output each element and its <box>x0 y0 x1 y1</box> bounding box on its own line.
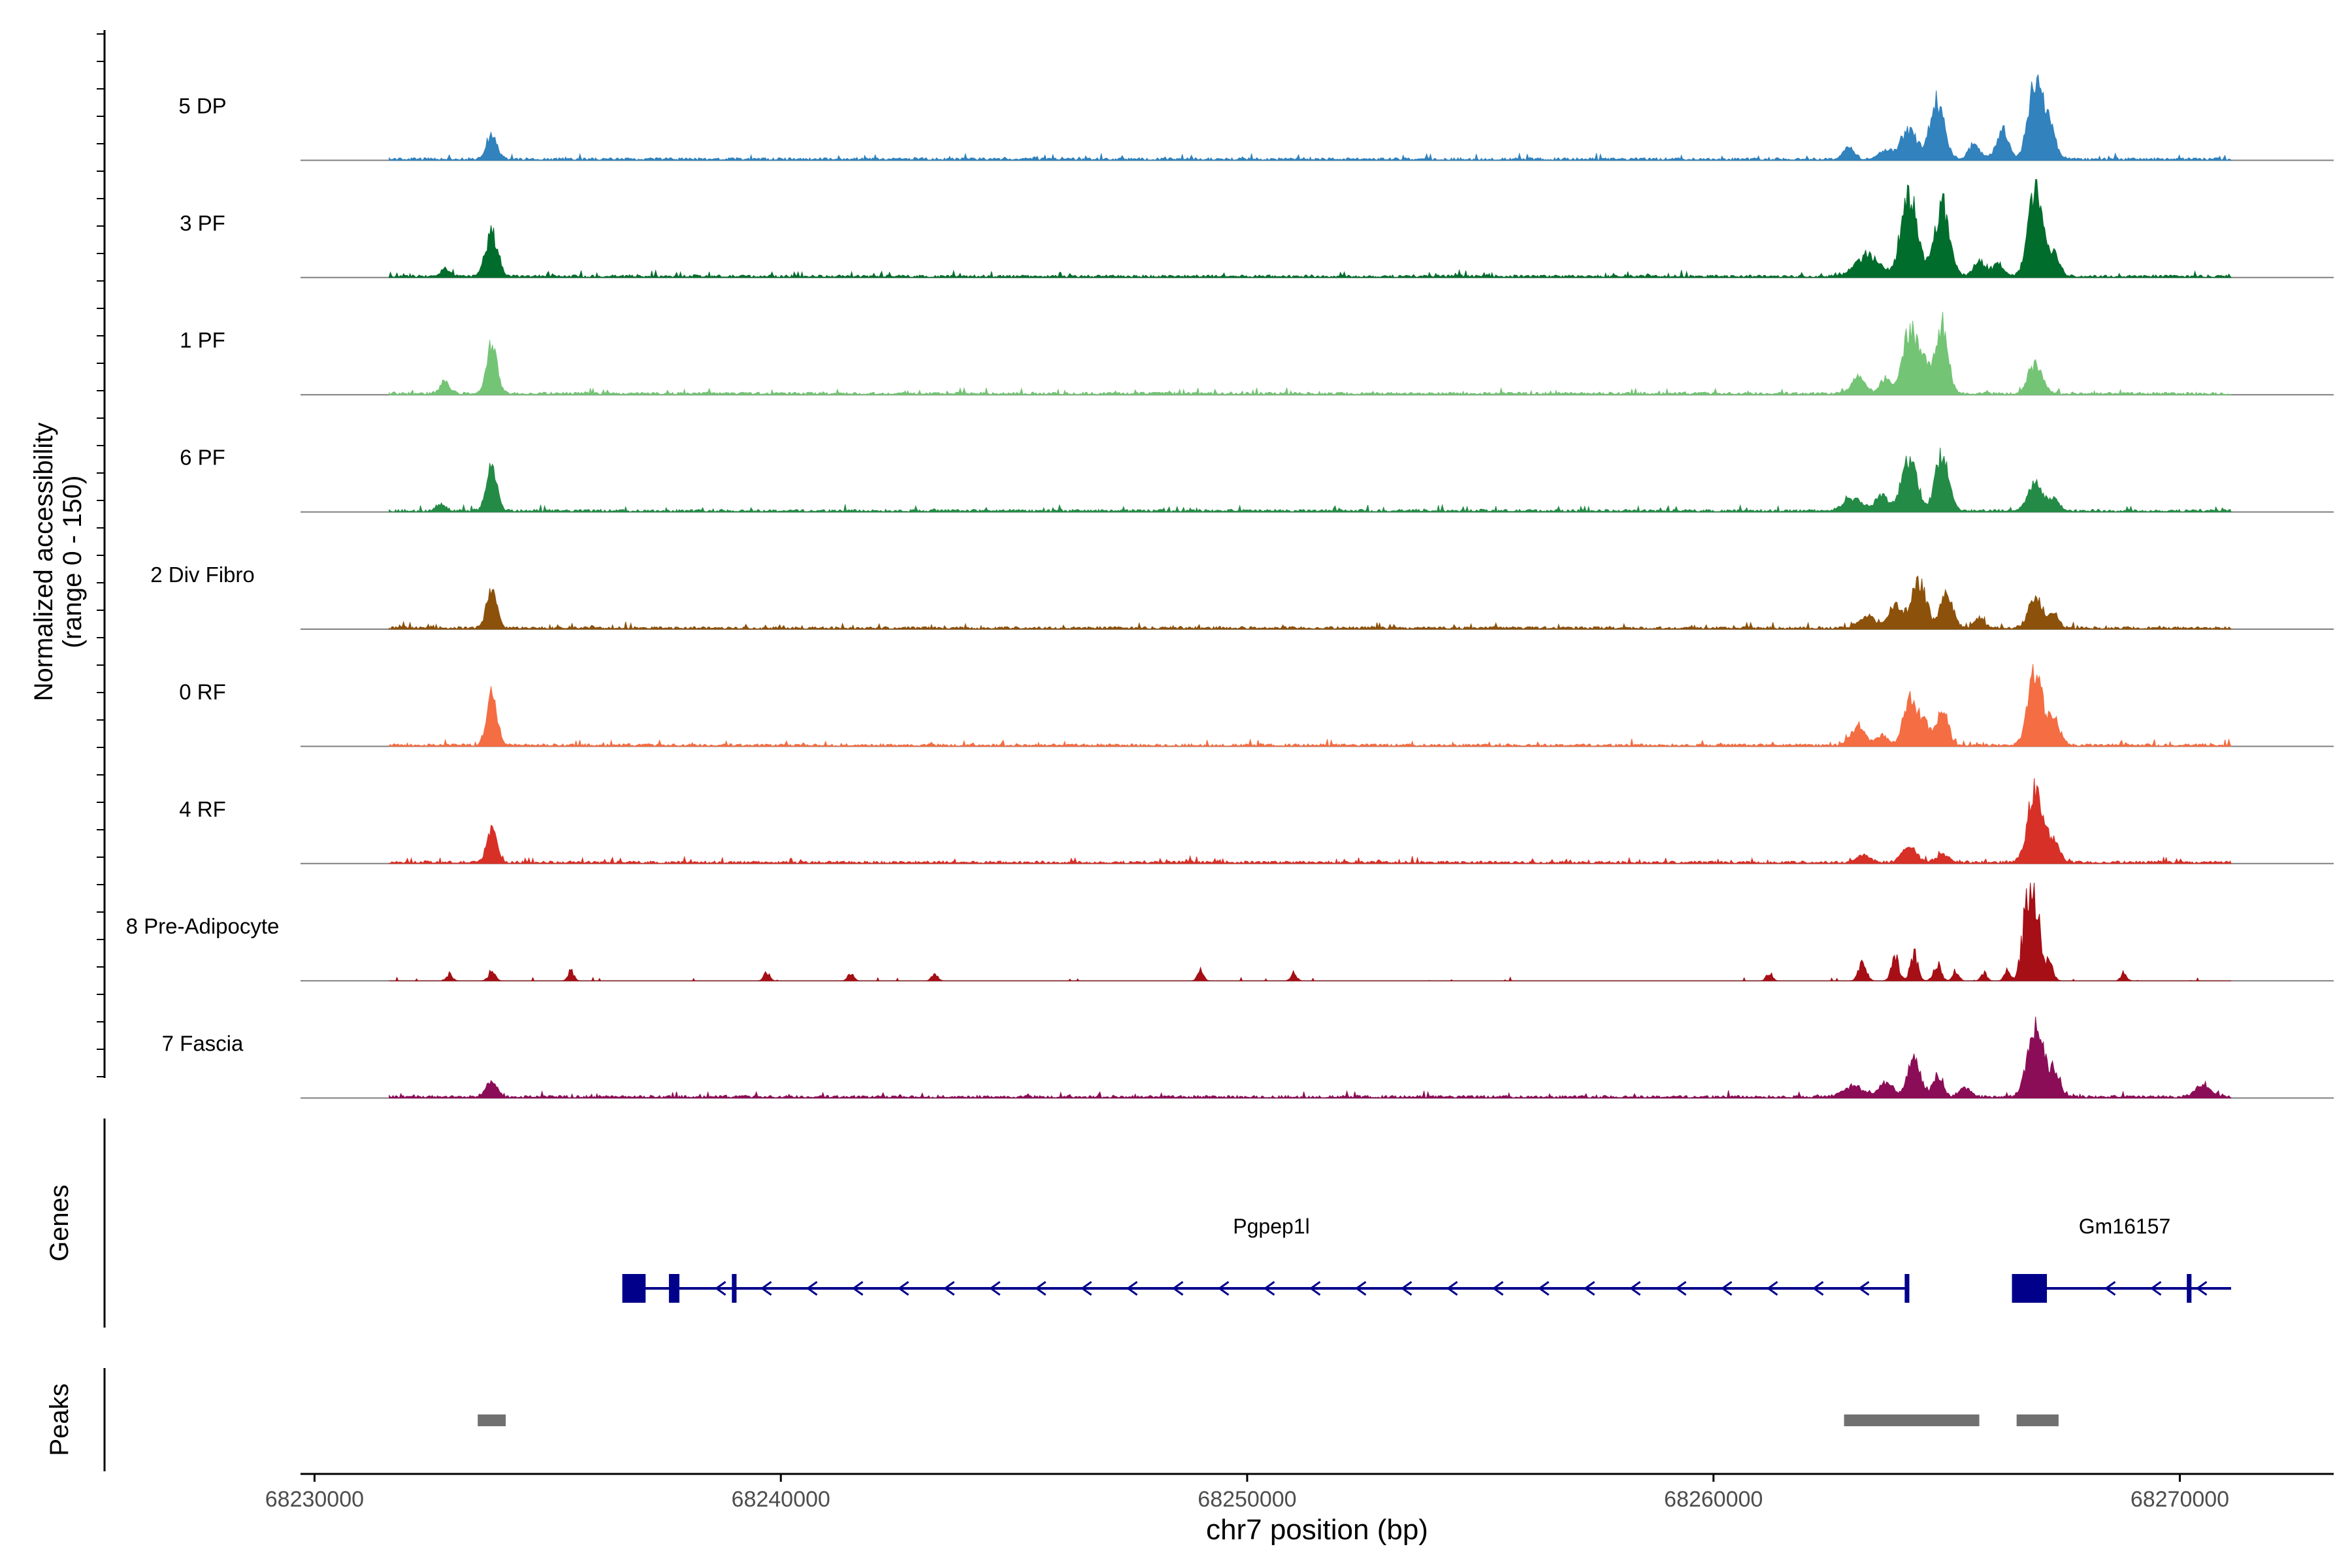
strand-arrow <box>1537 1281 1550 1296</box>
strand-arrow <box>1583 1281 1595 1296</box>
gene-pgpep1l <box>622 1274 1910 1303</box>
track-label: 2 Div Fibro <box>150 563 255 587</box>
track-label: 7 Fascia <box>162 1032 244 1056</box>
x-axis-ticks: 68230000 68240000 68250000 68260000 68270000 <box>265 1474 2229 1512</box>
track-label: 0 RF <box>179 679 226 704</box>
strand-arrow <box>714 1281 727 1296</box>
track-3-pf: 3 PF <box>180 179 2334 279</box>
gene-exon <box>2012 1274 2048 1303</box>
gene-exon <box>668 1274 679 1303</box>
x-tick-label: 68230000 <box>265 1487 364 1512</box>
coverage-area <box>389 74 2232 161</box>
gene-label-pgpep1l: Pgpep1l <box>1233 1215 1309 1238</box>
x-tick-label: 68240000 <box>732 1487 830 1512</box>
x-axis-label: chr7 position (bp) <box>1206 1514 1428 1546</box>
peak-region <box>2016 1414 2059 1426</box>
track-label: 3 PF <box>180 211 225 235</box>
coverage-area <box>389 778 2232 865</box>
strand-arrow <box>988 1281 1001 1296</box>
gene-exon <box>1904 1274 1910 1303</box>
peak-region <box>1844 1414 1980 1426</box>
coverage-area <box>389 179 2232 279</box>
strand-arrow <box>2195 1281 2208 1296</box>
track-6-pf: 6 PF <box>180 446 2334 513</box>
track-label: 4 RF <box>179 797 226 821</box>
track-label: 8 Pre-Adipocyte <box>126 914 280 938</box>
track-2-div-fibro: 2 Div Fibro <box>150 563 2334 630</box>
coverage-tracks: 5 DP 3 PF 1 PF 6 PF 2 Div Fibro 0 RF 4 RF 8 Pre… <box>126 74 2334 1099</box>
strand-arrow <box>1720 1281 1733 1296</box>
gene-annotations: Pgpep1l Gm16157 <box>622 1215 2231 1303</box>
coverage-area <box>389 1017 2232 1099</box>
gene-gm16157 <box>2012 1274 2231 1303</box>
strand-arrow <box>1309 1281 1321 1296</box>
track-5-dp: 5 DP <box>178 74 2334 161</box>
y-axis-range-label: (range 0 - 150) <box>58 476 87 649</box>
strand-arrow <box>1857 1281 1870 1296</box>
track-label: 1 PF <box>180 328 225 352</box>
strand-arrow <box>1492 1281 1504 1296</box>
coverage-area <box>389 448 2232 513</box>
strand-arrow <box>897 1281 909 1296</box>
track-8-pre-adipocyte: 8 Pre-Adipocyte <box>126 883 2334 982</box>
strand-arrow <box>1126 1281 1138 1296</box>
x-tick-label: 68270000 <box>2131 1487 2229 1512</box>
gene-label-gm16157: Gm16157 <box>2079 1215 2171 1238</box>
x-tick-label: 68250000 <box>1198 1487 1296 1512</box>
track-label: 5 DP <box>178 93 226 118</box>
coverage-area <box>389 575 2232 630</box>
coverage-area <box>389 883 2231 981</box>
gene-exon <box>622 1274 646 1303</box>
strand-arrow <box>806 1281 818 1296</box>
strand-arrow <box>1446 1281 1458 1296</box>
strand-arrow <box>2149 1281 2162 1296</box>
track-4-rf: 4 RF <box>179 778 2334 865</box>
strand-arrow <box>1629 1281 1641 1296</box>
strand-arrow <box>760 1281 772 1296</box>
strand-arrow <box>1171 1281 1184 1296</box>
strand-arrow <box>1400 1281 1413 1296</box>
track-1-pf: 1 PF <box>180 312 2334 396</box>
genes-track-label: Genes <box>45 1184 74 1262</box>
peak-regions <box>478 1414 2059 1426</box>
gene-exon <box>2187 1274 2192 1303</box>
y-axis-label: Normalized accessibility <box>29 423 58 702</box>
strand-arrow <box>1766 1281 1778 1296</box>
x-tick-label: 68260000 <box>1664 1487 1763 1512</box>
gene-exon <box>732 1274 737 1303</box>
strand-arrow <box>2104 1281 2116 1296</box>
strand-arrow <box>1354 1281 1367 1296</box>
peaks-track-label: Peaks <box>45 1383 74 1456</box>
peak-region <box>478 1414 506 1426</box>
strand-arrow <box>851 1281 864 1296</box>
track-label: 6 PF <box>180 446 225 470</box>
coverage-area <box>389 312 2232 396</box>
strand-arrow <box>1674 1281 1687 1296</box>
strand-arrow <box>1263 1281 1275 1296</box>
track-0-rf: 0 RF <box>179 664 2334 747</box>
track-7-fascia: 7 Fascia <box>162 1017 2334 1099</box>
strand-arrow <box>1812 1281 1824 1296</box>
coverage-area <box>389 664 2232 747</box>
strand-arrow <box>943 1281 955 1296</box>
strand-arrow <box>1080 1281 1092 1296</box>
y-axis-ticks <box>97 33 105 1077</box>
strand-arrow <box>1217 1281 1230 1296</box>
strand-arrow <box>1034 1281 1047 1296</box>
